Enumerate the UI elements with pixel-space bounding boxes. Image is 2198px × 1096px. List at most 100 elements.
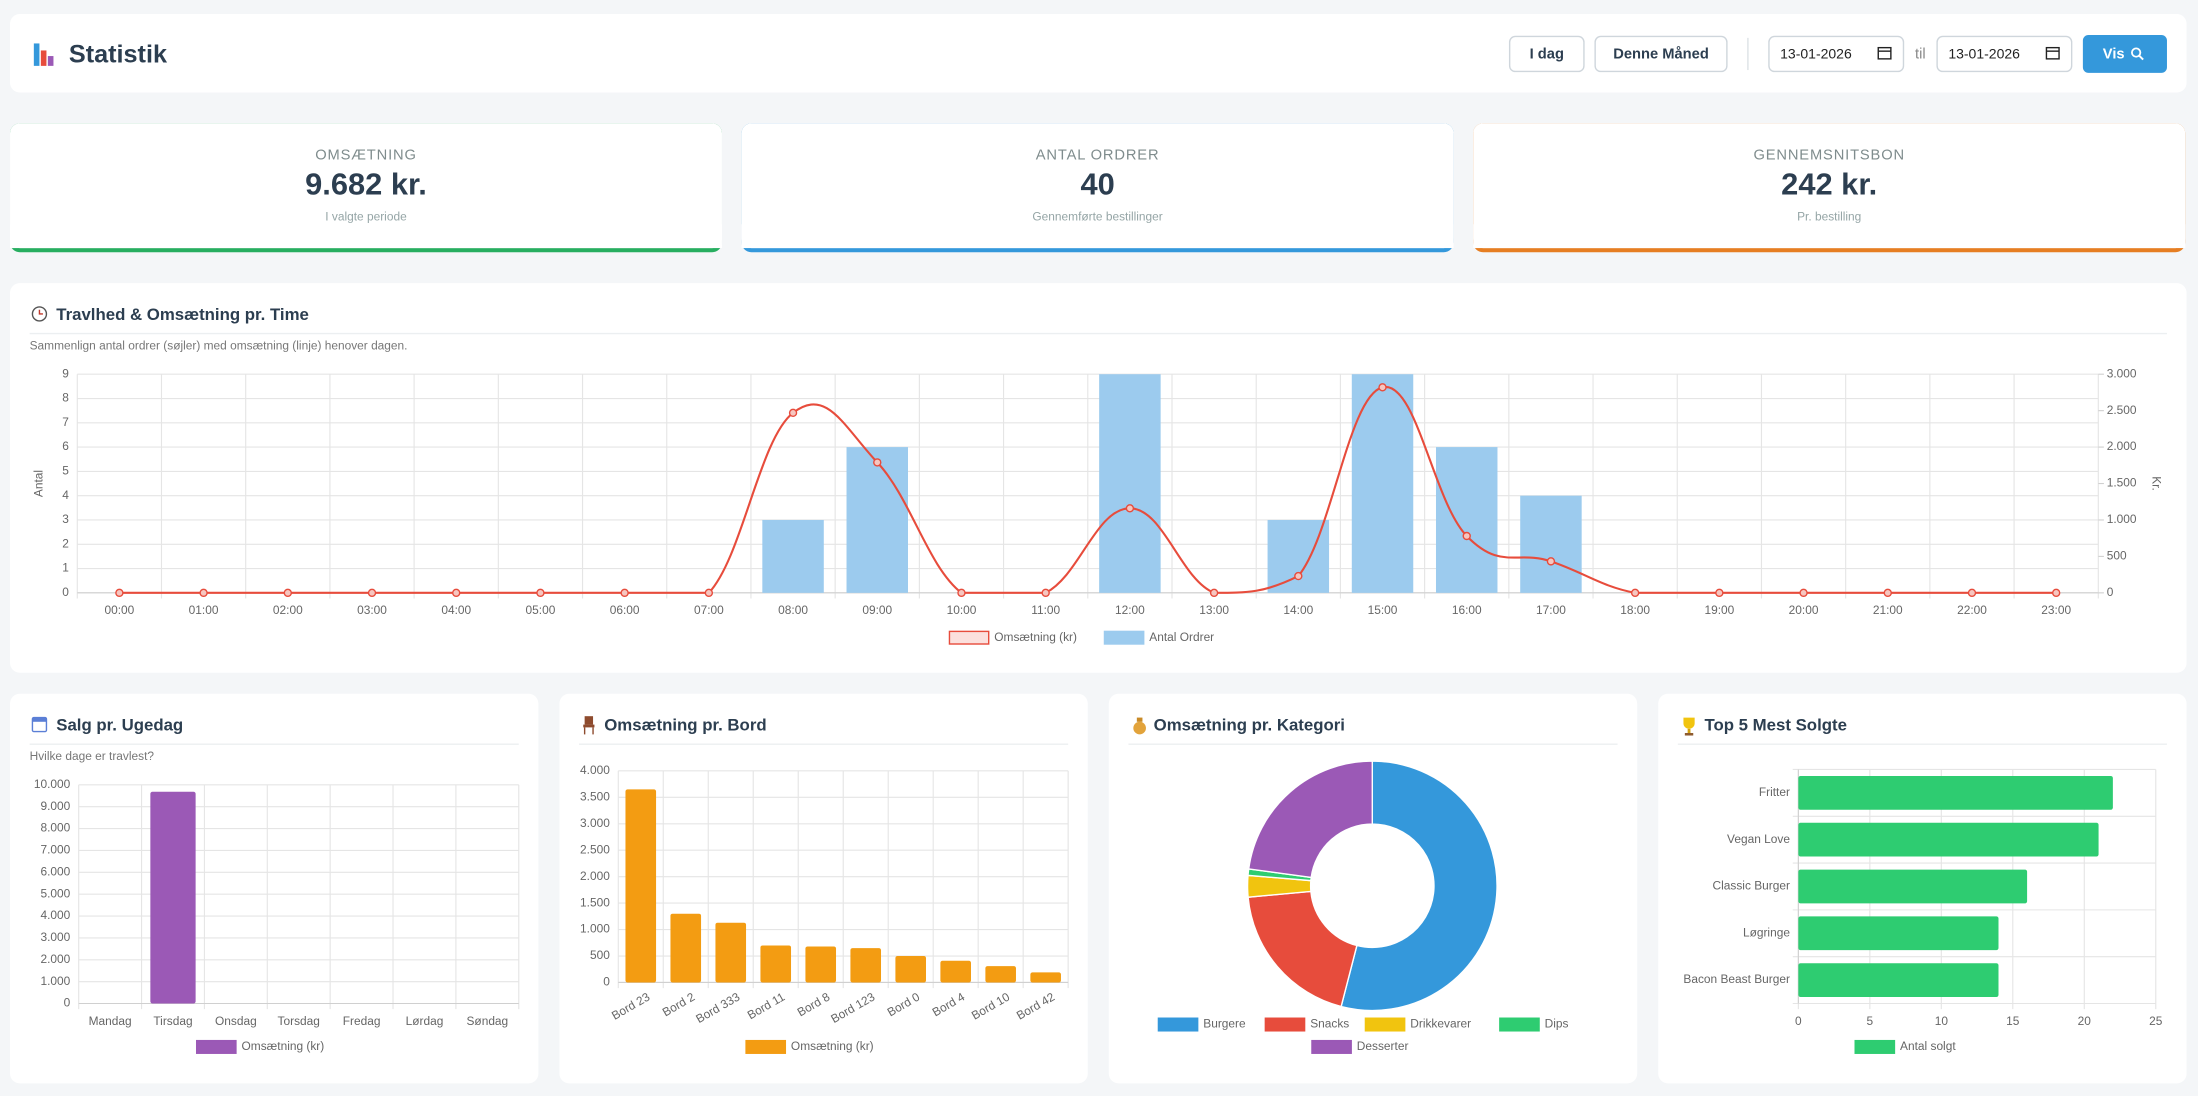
date-value[interactable]: 13-01-2026	[1948, 45, 2020, 61]
y-tick-label: Classic Burger	[1713, 879, 1790, 893]
y-tick-label: 4.000	[580, 763, 610, 777]
x-tick-label: 09:00	[862, 603, 892, 617]
legend-label: Snacks	[1310, 1017, 1349, 1031]
x-tick-label: 04:00	[441, 603, 471, 617]
line	[119, 386, 2057, 594]
button[interactable]	[1508, 35, 1585, 73]
x-tick-label: 14:00	[1283, 603, 1313, 617]
chart-subtitle: Sammenlign antal ordrer (søjler) med oms…	[30, 338, 408, 352]
bar	[1099, 374, 1161, 593]
page-title: Statistik	[69, 41, 168, 69]
legend-label: Drikkevarer	[1410, 1017, 1471, 1031]
y-tick-label: 1.500	[580, 895, 610, 909]
kpi-value: 242 kr.	[1781, 167, 1877, 202]
submit-button[interactable]	[2082, 35, 2167, 73]
legend-label: Antal Ordrer	[1149, 630, 1214, 644]
x-tick-label: 21:00	[1873, 603, 1903, 617]
y-tick-label: 8	[62, 391, 69, 405]
bar	[985, 966, 1016, 983]
bar	[762, 519, 824, 593]
y-tick-label: 0	[603, 975, 610, 989]
x-tick-label: 12:00	[1115, 603, 1145, 617]
y-tick-label: 2.500	[2107, 403, 2137, 417]
y-tick-label: 1.000	[40, 974, 70, 988]
date-input[interactable]	[1768, 35, 1905, 73]
x-tick-label: 13:00	[1199, 603, 1229, 617]
y-tick-label: 1.000	[580, 922, 610, 936]
date-input[interactable]	[1936, 35, 2073, 73]
x-tick-label: 22:00	[1957, 603, 1987, 617]
y-tick-label: 6.000	[40, 864, 70, 878]
line-point	[2051, 588, 2061, 598]
x-tick-label: 15:00	[1368, 603, 1398, 617]
date-value[interactable]: 13-01-2026	[1780, 45, 1852, 61]
money-bag-icon	[1133, 717, 1146, 735]
calendar-icon	[31, 716, 48, 733]
button-label[interactable]: I dag	[1530, 47, 1564, 63]
y-tick-label: 2.500	[580, 842, 610, 856]
calendar-icon	[2045, 46, 2060, 60]
x-tick-label: 20	[2078, 1014, 2092, 1028]
line-point	[115, 588, 124, 598]
chart-title: Travlhed & Omsætning pr. Time	[56, 305, 309, 324]
line-point	[283, 588, 293, 598]
bar	[1798, 775, 2113, 810]
x-tick-label: 03:00	[357, 603, 387, 617]
x-tick-label: 01:00	[189, 603, 219, 617]
y-tick-label: 6	[62, 439, 69, 453]
search-icon	[2131, 47, 2144, 61]
x-tick-label: Fredag	[343, 1014, 381, 1028]
y-tick-label: 0	[64, 996, 71, 1010]
x-tick-label: Mandag	[89, 1014, 132, 1028]
bar	[1267, 519, 1330, 593]
y-tick-label: 4.000	[40, 908, 70, 922]
chart-card	[559, 693, 1088, 1084]
kpi-note: I valgte periode	[325, 209, 407, 223]
legend-swatch	[195, 1039, 237, 1054]
x-tick-label: 08:00	[778, 603, 808, 617]
y-tick-label: 7.000	[40, 843, 70, 857]
y-tick-label: 3.000	[580, 816, 610, 830]
line-point	[1125, 504, 1135, 513]
bar	[1798, 869, 2028, 904]
y2-axis-label: Kr.	[2150, 476, 2164, 491]
bar	[1435, 447, 1498, 593]
x-tick-label: Lørdag	[406, 1014, 444, 1028]
y-tick-label: 2.000	[580, 869, 610, 883]
line-point	[199, 588, 208, 598]
y-tick-label: Vegan Love	[1727, 832, 1790, 846]
line-point	[788, 408, 798, 418]
legend-swatch	[1264, 1017, 1306, 1032]
bar	[850, 948, 882, 983]
y-tick-label: 3.000	[40, 930, 70, 944]
legend-label: Omsætning (kr)	[791, 1039, 874, 1053]
bar	[846, 447, 909, 593]
line-point	[1799, 588, 1808, 598]
bar	[625, 789, 657, 983]
bar	[1798, 822, 2099, 857]
line-point	[1209, 588, 1219, 598]
legend-swatch	[948, 630, 990, 645]
y-tick-label: Fritter	[1759, 785, 1790, 799]
x-tick-label: 15	[2006, 1014, 2020, 1028]
submit-label[interactable]: Vis	[2103, 47, 2125, 63]
bar	[1351, 374, 1414, 593]
legend-swatch	[1854, 1039, 1896, 1054]
bar	[805, 946, 837, 983]
x-tick-label: 10	[1935, 1014, 1949, 1028]
line-point	[1967, 588, 1977, 598]
range-separator: til	[1915, 47, 1926, 63]
x-tick-label: 00:00	[104, 603, 134, 617]
line-point	[1378, 383, 1387, 392]
y-tick-label: 2.000	[2107, 439, 2137, 453]
legend-swatch	[1499, 1017, 1540, 1032]
line-point	[367, 588, 377, 598]
y-axis-label: Antal	[32, 470, 46, 497]
legend-label: Omsætning (kr)	[242, 1039, 325, 1053]
y-tick-label: 3.500	[580, 789, 610, 803]
button[interactable]	[1594, 35, 1728, 73]
bar	[1798, 916, 1999, 951]
button-label[interactable]: Denne Måned	[1613, 47, 1709, 63]
legend-label: Antal solgt	[1900, 1039, 1956, 1053]
line-point	[1715, 588, 1724, 598]
